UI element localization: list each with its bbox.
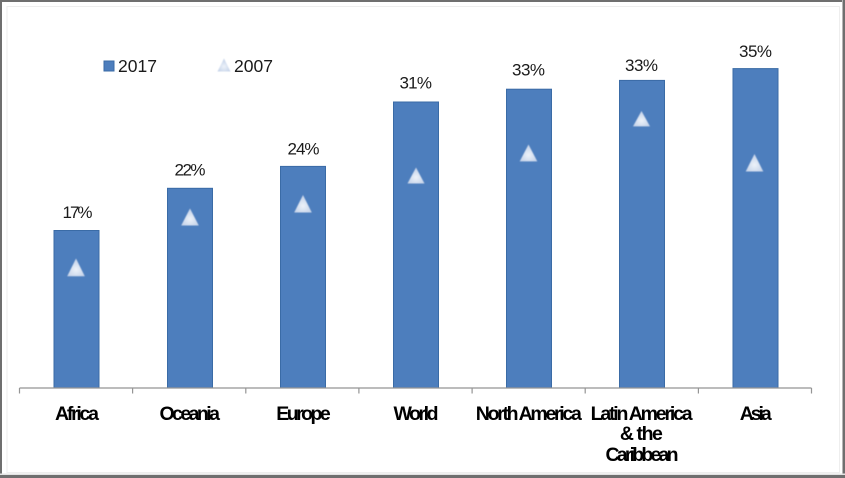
svg-text:& the: & the xyxy=(620,423,663,445)
svg-text:Caribbean: Caribbean xyxy=(606,444,679,466)
svg-text:2007: 2007 xyxy=(234,56,273,76)
svg-text:Africa: Africa xyxy=(55,403,99,425)
svg-text:24%: 24% xyxy=(288,139,320,158)
svg-text:2017: 2017 xyxy=(118,56,157,76)
svg-text:35%: 35% xyxy=(739,42,772,61)
svg-text:North America: North America xyxy=(476,403,582,425)
svg-text:Asia: Asia xyxy=(740,403,772,425)
svg-text:Latin America: Latin America xyxy=(591,403,693,425)
svg-text:Oceania: Oceania xyxy=(159,403,220,425)
svg-text:33%: 33% xyxy=(512,61,545,80)
svg-text:22%: 22% xyxy=(175,161,206,180)
svg-text:31%: 31% xyxy=(399,74,432,93)
svg-text:Europe: Europe xyxy=(276,403,331,425)
svg-text:33%: 33% xyxy=(625,56,658,75)
svg-text:World: World xyxy=(394,403,439,425)
svg-text:17%: 17% xyxy=(63,203,93,222)
